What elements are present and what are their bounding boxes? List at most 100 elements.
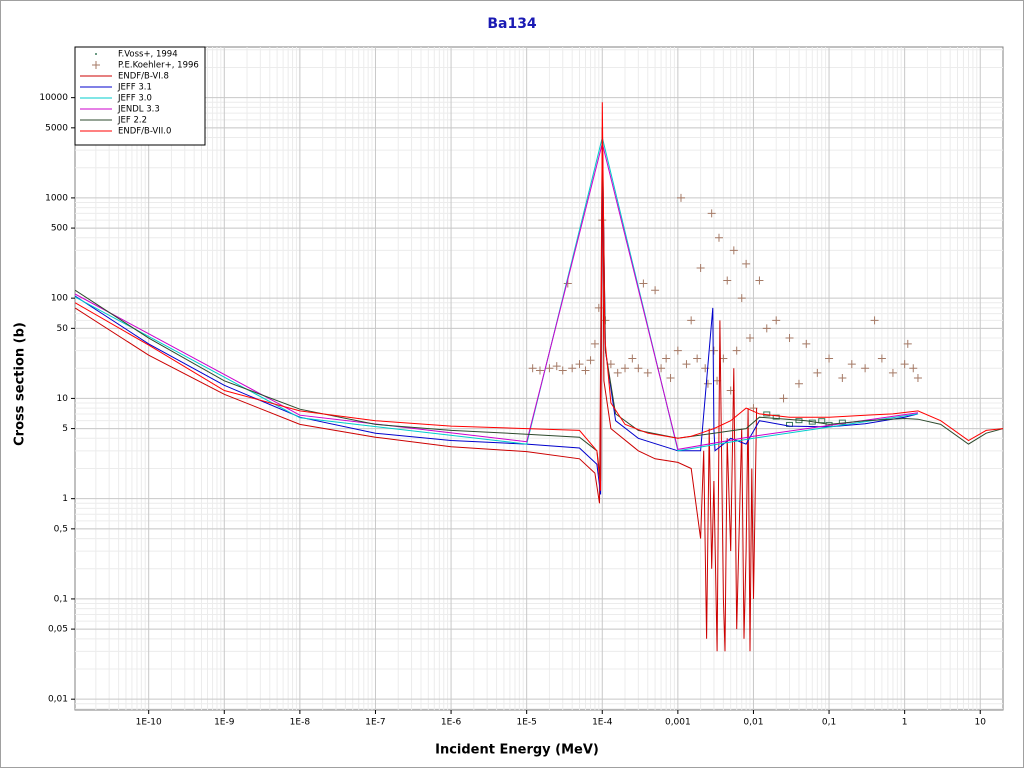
x-tick-label: 1E-7 — [365, 718, 385, 728]
grid — [75, 47, 1003, 710]
x-tick-label: 0,1 — [822, 718, 836, 728]
data-point — [794, 379, 803, 388]
y-axis-label: Cross section (b) — [13, 322, 28, 446]
data-point — [785, 334, 794, 343]
data-point — [903, 339, 912, 348]
data-point — [818, 418, 826, 424]
data-point — [813, 368, 822, 377]
data-point — [673, 346, 682, 355]
data-point — [581, 366, 590, 375]
y-tick-label: 0,05 — [48, 625, 68, 635]
data-point — [779, 394, 788, 403]
legend-label: JEFF 3.1 — [117, 83, 152, 93]
data-point — [628, 354, 637, 363]
y-tick-label: 100 — [51, 294, 68, 304]
legend-swatch — [95, 53, 97, 55]
data-point — [714, 233, 723, 242]
data-point — [900, 360, 909, 369]
data-point — [558, 366, 567, 375]
data-point — [696, 263, 705, 272]
x-tick-label: 1E-4 — [592, 718, 613, 728]
y-tick-label: 1 — [62, 494, 68, 504]
x-tick-label: 1E-6 — [441, 718, 462, 728]
data-point — [729, 246, 738, 255]
series-line — [75, 127, 758, 652]
y-tick-label: 10 — [57, 394, 69, 404]
data-point — [723, 276, 732, 285]
axes: 1E-10 1E-9 1E-8 1E-7 1E-6 1E-5 1E-4 0,001 0,01 0,… — [39, 93, 986, 727]
legend-label: JENDL 3.3 — [117, 105, 160, 115]
data-point — [745, 334, 754, 343]
data-point — [606, 360, 615, 369]
data-point — [687, 316, 696, 325]
data-point — [838, 373, 847, 382]
data-marks — [75, 102, 1003, 652]
data-point — [838, 419, 846, 425]
plot-area — [74, 46, 1004, 711]
data-point — [651, 286, 660, 295]
data-point — [909, 364, 918, 373]
x-tick-label: 1E-5 — [516, 718, 536, 728]
legend-box — [74, 46, 206, 146]
data-point — [682, 360, 691, 369]
data-point — [877, 354, 886, 363]
data-point — [847, 360, 856, 369]
data-point — [643, 368, 652, 377]
data-point — [913, 373, 922, 382]
x-tick-label: 10 — [975, 718, 987, 728]
x-tick-label: 1 — [902, 718, 908, 728]
series-line — [75, 127, 1003, 482]
series-line — [75, 137, 919, 495]
data-point — [861, 364, 870, 373]
x-axis-label: Incident Energy (MeV) — [435, 743, 599, 758]
x-tick-label: 1E-8 — [290, 718, 311, 728]
data-point — [552, 362, 561, 371]
data-point — [772, 414, 780, 420]
chart-title: Ba134 — [487, 16, 537, 32]
y-tick-label: 0,01 — [48, 695, 68, 705]
data-point — [575, 360, 584, 369]
data-point — [709, 346, 718, 355]
data-point — [732, 346, 741, 355]
data-point — [528, 364, 537, 373]
data-point — [545, 364, 554, 373]
y-tick-label: 10000 — [39, 93, 68, 103]
data-point — [755, 276, 764, 285]
data-point — [666, 373, 675, 382]
data-point — [535, 366, 544, 375]
y-tick-label: 50 — [57, 324, 69, 334]
data-point — [613, 368, 622, 377]
data-point — [634, 364, 643, 373]
data-point — [639, 279, 648, 288]
data-point — [737, 294, 746, 303]
y-tick-label: 5000 — [45, 123, 68, 133]
y-tick-label: 500 — [51, 224, 68, 234]
legend-label: JEF 2.2 — [117, 116, 147, 126]
data-point — [707, 209, 716, 218]
series-line — [75, 102, 1003, 491]
data-point — [676, 193, 685, 202]
data-point — [802, 339, 811, 348]
x-tick-label: 0,001 — [665, 718, 691, 728]
data-point — [870, 316, 879, 325]
legend-label: F.Voss+, 1994 — [118, 50, 178, 60]
data-point — [568, 364, 577, 373]
legend-label: P.E.Koehler+, 1996 — [118, 61, 199, 71]
data-point — [590, 339, 599, 348]
data-point — [621, 364, 630, 373]
y-tick-label: 0,1 — [54, 594, 68, 604]
data-point — [742, 259, 751, 268]
y-tick-label: 5 — [62, 424, 68, 434]
data-point — [662, 354, 671, 363]
y-tick-label: 0,5 — [54, 524, 68, 534]
data-point — [888, 368, 897, 377]
x-tick-label: 1E-10 — [136, 718, 162, 728]
y-tick-label: 1000 — [45, 193, 68, 203]
data-point — [772, 316, 781, 325]
legend-label: JEFF 3.0 — [117, 94, 152, 104]
legend-swatch — [92, 61, 100, 69]
data-point — [586, 356, 595, 365]
